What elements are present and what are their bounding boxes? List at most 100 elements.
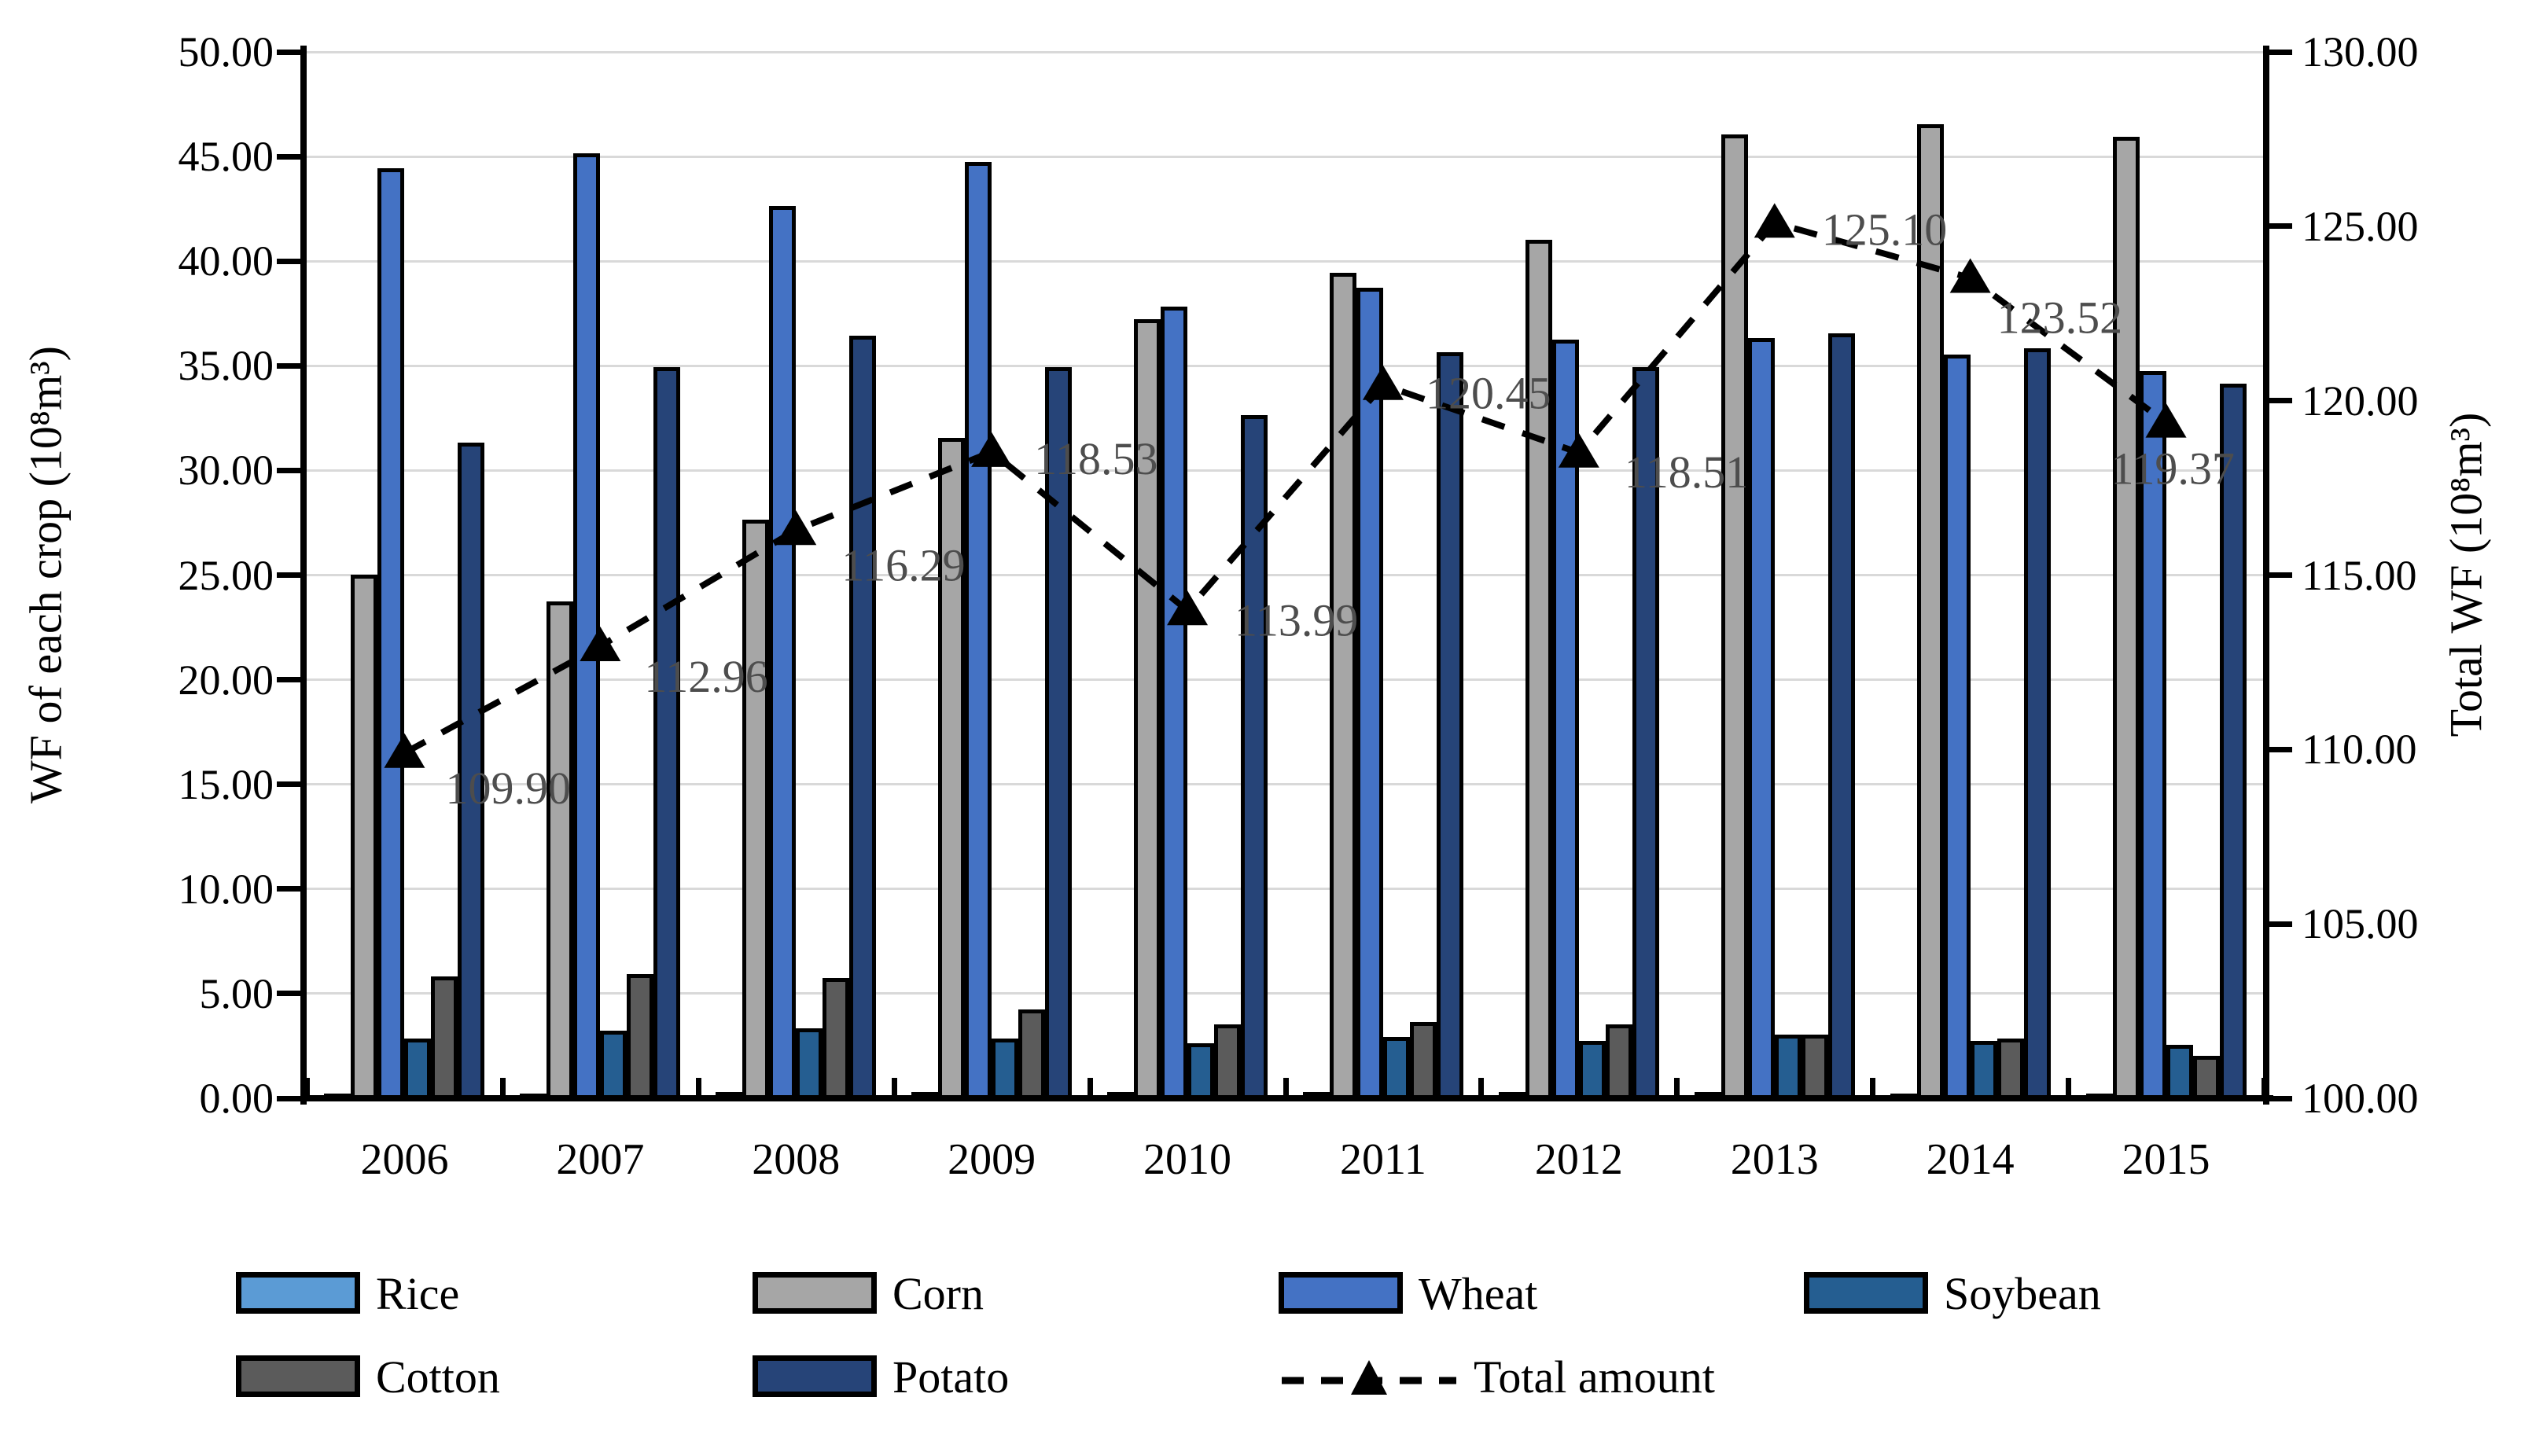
left-axis-tick-label: 10.00 [178, 865, 274, 913]
bar-corn-2011 [1329, 273, 1356, 1101]
bar-corn-2008 [742, 520, 770, 1101]
legend-swatch-wheat [1279, 1272, 1403, 1314]
right-axis-tick-label: 125.00 [2302, 202, 2419, 250]
total-amount-marker-2011 [1362, 365, 1404, 400]
total-amount-marker-2013 [1754, 203, 1795, 238]
bar-potato-2007 [653, 366, 681, 1101]
left-axis-tick-label: 5.00 [199, 969, 274, 1017]
bar-soybean-2011 [1382, 1036, 1410, 1101]
total-amount-line [403, 219, 2168, 756]
x-axis-tick [2066, 1078, 2072, 1098]
legend-label-soybean: Soybean [1944, 1268, 2101, 1319]
bar-cotton-2015 [2192, 1055, 2220, 1101]
left-axis-tick-label: 25.00 [178, 551, 274, 599]
total-amount-data-label-2006: 109.90 [445, 763, 571, 814]
left-axis-tick-label: 40.00 [178, 237, 274, 285]
right-axis-tick [2264, 921, 2292, 927]
bar-wheat-2015 [2139, 371, 2166, 1101]
legend-swatch-cotton [236, 1355, 360, 1397]
total-amount-marker-2007 [580, 627, 621, 662]
left-axis-tick [277, 781, 307, 788]
bar-corn-2007 [547, 601, 574, 1101]
bar-cotton-2013 [1801, 1035, 1828, 1101]
left-axis-tick-label: 30.00 [178, 447, 274, 495]
legend-label-potato: Potato [892, 1351, 1010, 1403]
x-axis-tick [1674, 1078, 1680, 1098]
bar-corn-2012 [1525, 239, 1552, 1101]
bar-cotton-2008 [823, 978, 850, 1101]
legend-label-cotton: Cotton [376, 1351, 500, 1403]
right-axis-tick [2264, 398, 2292, 404]
bar-wheat-2014 [1943, 355, 1971, 1101]
x-axis-tick [1283, 1078, 1289, 1098]
right-axis-tick [2264, 572, 2292, 578]
legend-swatch-soybean [1804, 1272, 1928, 1314]
x-axis-label-2006: 2006 [360, 1135, 449, 1184]
left-axis-tick [277, 677, 307, 683]
bar-corn-2010 [1134, 318, 1161, 1101]
x-axis-label-2007: 2007 [556, 1135, 645, 1184]
bar-potato-2009 [1045, 366, 1073, 1101]
total-amount-data-label-2009: 118.53 [1034, 433, 1157, 484]
bar-cotton-2012 [1605, 1024, 1632, 1101]
x-axis-tick [499, 1078, 506, 1098]
left-axis-tick [277, 572, 307, 578]
left-axis-tick [277, 1095, 307, 1101]
bar-corn-2013 [1721, 134, 1748, 1101]
bar-wheat-2008 [769, 206, 797, 1101]
total-amount-data-label-2015: 119.37 [2111, 443, 2235, 495]
bar-soybean-2013 [1774, 1035, 1802, 1101]
bar-potato-2015 [2219, 384, 2247, 1101]
gridline [307, 469, 2264, 472]
legend-label-rice: Rice [376, 1268, 460, 1319]
left-axis-tick [277, 153, 307, 160]
left-axis-tick-label: 50.00 [178, 28, 274, 75]
bar-wheat-2011 [1356, 287, 1383, 1101]
total-amount-data-label-2012: 118.51 [1625, 447, 1748, 498]
right-axis-tick [2264, 746, 2292, 752]
right-axis-tick-label: 130.00 [2302, 28, 2419, 75]
legend-label-corn: Corn [892, 1268, 984, 1319]
left-axis-tick-label: 0.00 [199, 1075, 274, 1122]
right-axis-tick-label: 100.00 [2302, 1075, 2419, 1122]
legend-label-wheat: Wheat [1419, 1268, 1538, 1319]
bar-corn-2014 [1916, 124, 1944, 1101]
total-amount-data-label-2007: 112.96 [644, 651, 767, 702]
bottom-axis-line [300, 1095, 2273, 1101]
x-axis-tick [304, 1078, 310, 1098]
bar-potato-2011 [1436, 352, 1463, 1101]
left-axis-tick [277, 258, 307, 264]
left-axis-tick-label: 20.00 [178, 656, 274, 704]
left-axis-tick [277, 991, 307, 997]
right-axis-tick-label: 105.00 [2302, 900, 2419, 948]
bar-potato-2012 [1632, 366, 1659, 1101]
x-axis-label-2008: 2008 [752, 1135, 841, 1184]
gridline [307, 678, 2264, 682]
bar-potato-2006 [458, 442, 485, 1101]
total-amount-marker-2006 [384, 733, 425, 768]
total-amount-marker-2014 [1949, 258, 1991, 293]
total-amount-data-label-2008: 116.29 [841, 539, 965, 590]
left-axis-tick [277, 467, 307, 473]
bar-wheat-2010 [1161, 306, 1188, 1101]
x-axis-label-2014: 2014 [1926, 1135, 2015, 1184]
x-axis-tick [891, 1078, 897, 1098]
gridline [307, 783, 2264, 786]
left-axis-tick-label: 45.00 [178, 133, 274, 181]
x-axis-tick [695, 1078, 701, 1098]
total-amount-marker-2008 [775, 510, 817, 546]
x-axis-tick [1478, 1078, 1485, 1098]
bar-wheat-2006 [377, 168, 405, 1101]
x-axis-label-2011: 2011 [1339, 1135, 1426, 1184]
left-axis-tick [277, 886, 307, 892]
gridline [307, 50, 2264, 53]
x-axis-tick [1087, 1078, 1093, 1098]
x-axis-label-2012: 2012 [1534, 1135, 1623, 1184]
bar-wheat-2013 [1747, 337, 1775, 1101]
legend-swatch-rice [236, 1272, 360, 1314]
legend-total-amount-marker [1282, 1360, 1456, 1395]
gridline [307, 888, 2264, 891]
gridline [307, 574, 2264, 576]
legend-label-total-amount: Total amount [1474, 1351, 1715, 1403]
